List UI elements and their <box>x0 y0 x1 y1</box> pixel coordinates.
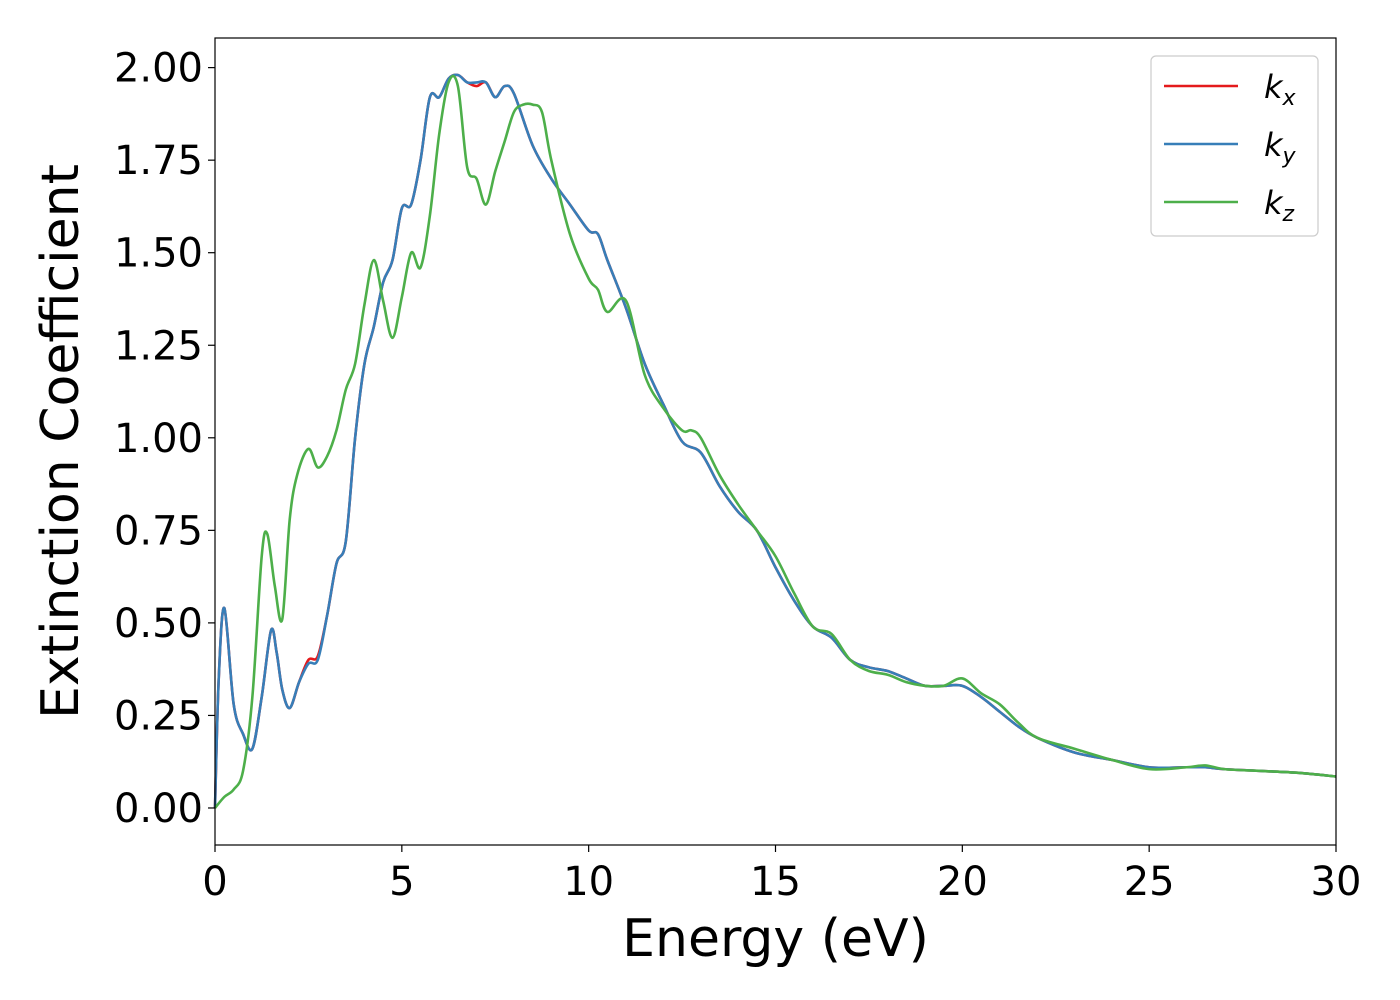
y-axis-ticks: 0.00 0.25 0.50 0.75 1.00 1.25 1.50 1.75 2.00 <box>114 46 215 832</box>
x-tick-label: 10 <box>563 859 614 905</box>
y-tick-label: 1.50 <box>114 231 203 277</box>
x-axis-ticks: 0 5 10 15 20 25 30 <box>202 845 1361 905</box>
y-tick-label: 1.00 <box>114 416 203 462</box>
x-axis-label: Energy (eV) <box>622 909 929 969</box>
x-tick-label: 20 <box>937 859 988 905</box>
x-tick-label: 5 <box>389 859 414 905</box>
legend-label-z: kz <box>1264 184 1295 227</box>
series-lines <box>213 73 1337 809</box>
x-tick-label: 0 <box>202 859 227 905</box>
legend: kx ky kz <box>1150 55 1319 237</box>
series-line-y <box>213 73 1337 809</box>
x-tick-label: 25 <box>1124 859 1175 905</box>
legend-box <box>1150 55 1319 237</box>
y-tick-label: 0.00 <box>114 786 203 832</box>
series-line-z <box>213 74 1337 809</box>
y-tick-label: 2.00 <box>114 46 203 92</box>
y-tick-label: 1.25 <box>114 323 203 369</box>
y-tick-label: 0.75 <box>114 508 203 554</box>
x-tick-label: 30 <box>1311 859 1362 905</box>
y-axis-label: Extinction Coefficient <box>31 164 91 719</box>
y-tick-label: 0.25 <box>114 693 203 739</box>
y-tick-label: 1.75 <box>114 138 203 184</box>
x-tick-label: 15 <box>750 859 801 905</box>
y-tick-label: 0.50 <box>114 601 203 647</box>
legend-label-x: kx <box>1264 68 1297 111</box>
legend-label-y: ky <box>1264 126 1297 169</box>
